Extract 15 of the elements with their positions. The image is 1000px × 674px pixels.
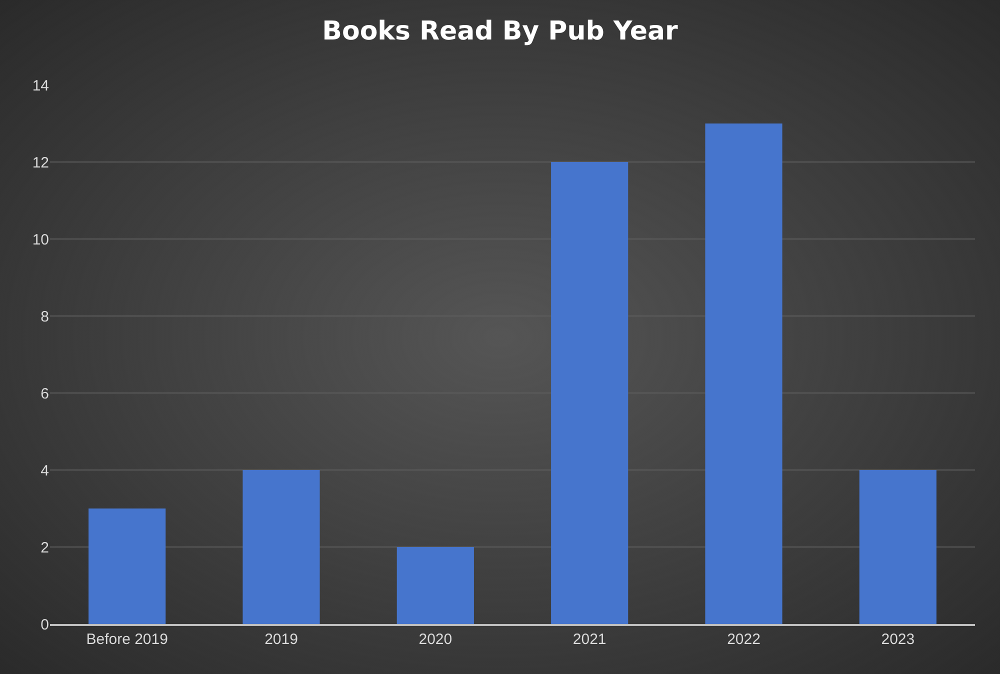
chart-title: Books Read By Pub Year: [322, 16, 678, 46]
y-tick-label: 4: [40, 462, 49, 480]
x-tick-label: 2022: [727, 631, 760, 648]
y-tick-label: 12: [32, 154, 49, 172]
x-tick-label: Before 2019: [86, 631, 168, 648]
y-tick-label: 2: [40, 539, 49, 556]
y-tick-label: 10: [32, 231, 49, 248]
y-tick-label: 6: [40, 385, 49, 402]
x-tick-label: 2023: [881, 631, 915, 648]
y-tick-label: 8: [40, 308, 49, 326]
y-tick-label: 14: [32, 77, 49, 94]
x-tick-label: 2020: [418, 631, 452, 648]
x-tick-label: 2021: [572, 631, 606, 648]
y-tick-label: 0: [40, 616, 49, 634]
x-tick-label: 2019: [264, 631, 298, 648]
